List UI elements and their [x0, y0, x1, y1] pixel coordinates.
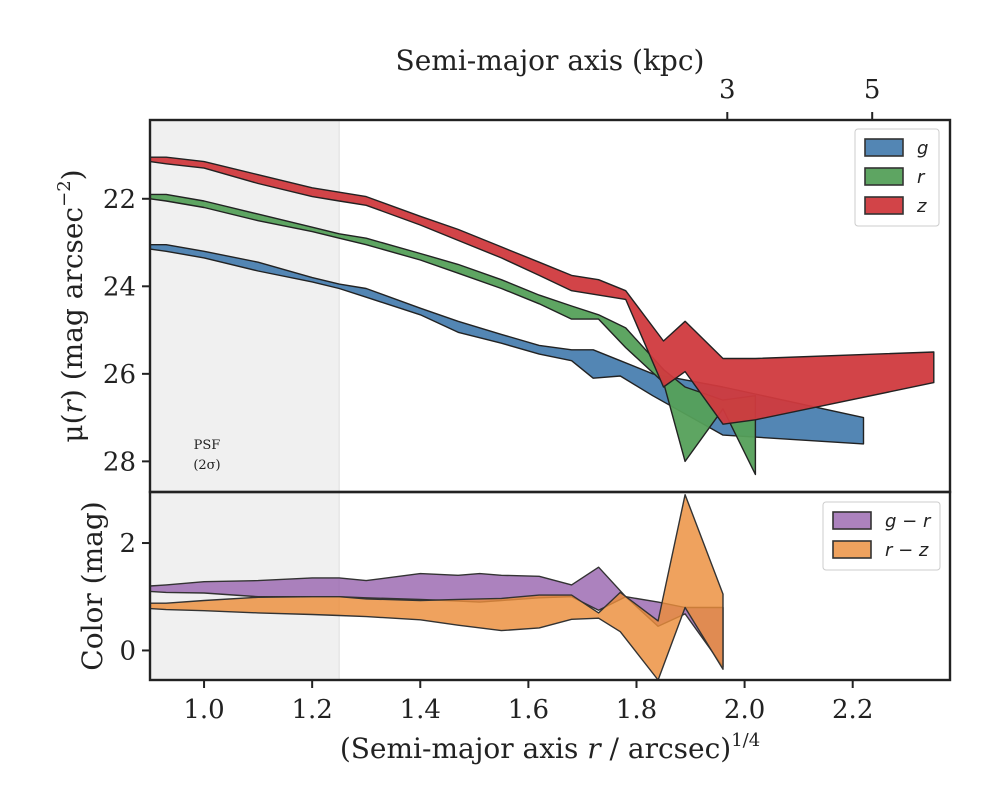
x-axis-label-var: r: [587, 732, 602, 765]
psf-region-top: [150, 120, 340, 492]
bottom-y-tick-label: 2: [119, 529, 136, 559]
legend-label-1: r: [917, 167, 926, 188]
x-tick-label: 1.4: [400, 695, 441, 725]
color-bands: [149, 494, 724, 681]
x-tick-label: 1.8: [616, 695, 657, 725]
x-axis-label-part2: / arcsec): [601, 732, 732, 765]
top-y-label-exp: −2: [54, 180, 75, 207]
top-tick-label: 3: [719, 75, 736, 105]
band-color-profile-1: [149, 494, 724, 681]
legend-swatch-2: [864, 196, 904, 215]
top-y-label-part2: ) (mag arcsec: [56, 207, 89, 400]
bottom-y-axis-label: Color (mag): [76, 501, 109, 670]
x-axis-label: (Semi-major axis r / arcsec)1/4: [340, 730, 760, 765]
top-y-tick-label: 26: [103, 360, 136, 390]
x-tick-label: 2.0: [724, 695, 765, 725]
legend-swatch-1: [832, 540, 872, 559]
legend-top: grz: [854, 128, 940, 227]
bottom-y-tick-label: 0: [119, 636, 136, 666]
band-surface-brightness-1: [149, 193, 757, 476]
x-tick-label: 1.0: [183, 695, 224, 725]
top-y-label-var: r: [56, 398, 89, 413]
band-surface-brightness-2: [149, 156, 935, 425]
legend-swatch-0: [832, 511, 872, 530]
x-tick-label: 1.6: [508, 695, 549, 725]
bottom-panel-frame: [148, 490, 952, 682]
legend-label-2: z: [916, 196, 927, 217]
top-y-axis-label: μ(r) (mag arcsec−2): [54, 169, 89, 442]
top-y-tick-label: 22: [103, 185, 136, 215]
legend-label-0: g: [917, 138, 928, 159]
legend-swatch-1: [864, 167, 904, 186]
surface-brightness-bands: [149, 156, 935, 476]
top-y-label-part3: ): [56, 169, 89, 180]
legend-bottom: g − r r − z: [822, 501, 941, 571]
x-axis-label-part1: (Semi-major axis: [340, 732, 587, 765]
top-y-tick-label: 24: [103, 272, 136, 302]
top-tick-label: 5: [864, 75, 881, 105]
x-tick-label: 1.2: [291, 695, 332, 725]
top-y-label-part1: μ(: [56, 413, 89, 442]
axis-ticks: 1.01.21.41.61.82.02.23510203050751002224…: [103, 75, 881, 725]
psf-label-line1: PSF: [194, 438, 221, 453]
top-y-tick-label: 28: [103, 447, 136, 477]
legend-label-0: g − r: [885, 511, 932, 532]
psf-label-line2: (2σ): [193, 458, 220, 473]
legend-label-1: r − z: [885, 540, 929, 561]
top-axis-label: Semi-major axis (kpc): [396, 44, 705, 77]
legend-swatch-0: [864, 138, 904, 157]
x-tick-label: 2.2: [832, 695, 873, 725]
x-axis-label-exp: 1/4: [731, 730, 760, 751]
